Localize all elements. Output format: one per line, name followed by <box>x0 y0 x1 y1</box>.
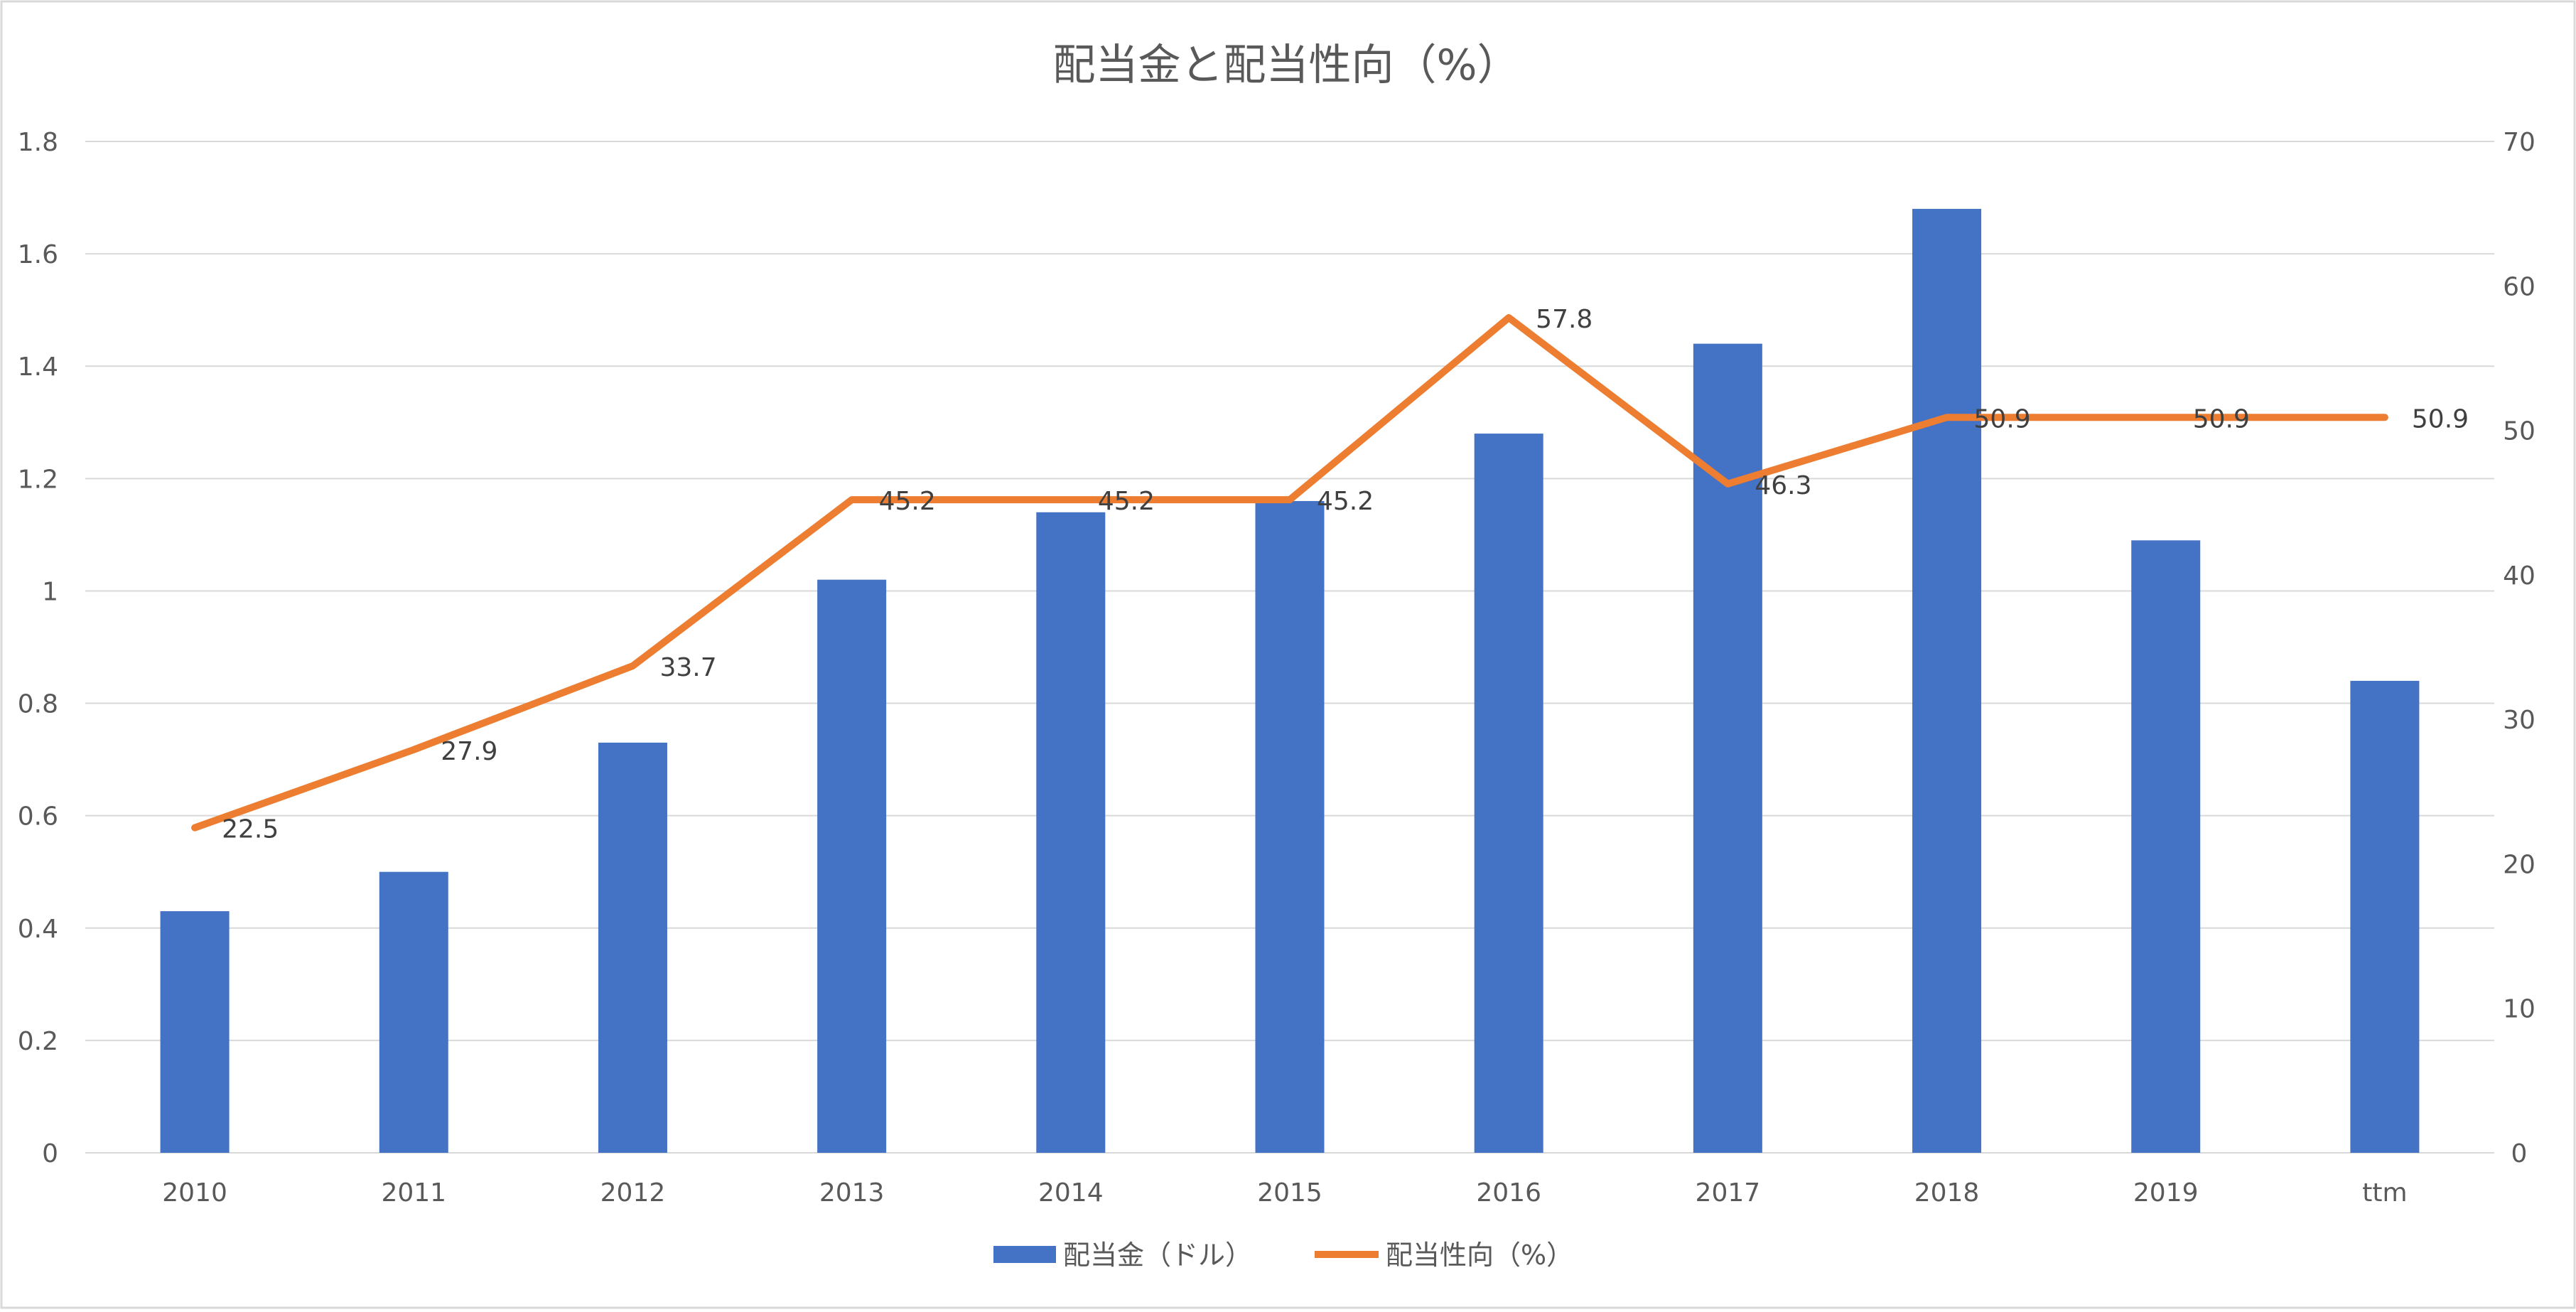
left-tick-label: 0.4 <box>18 915 58 944</box>
payout-data-label: 45.2 <box>1317 487 1374 516</box>
right-tick-label: 0 <box>2511 1139 2528 1168</box>
payout-line-layer <box>191 314 2388 832</box>
left-tick-label: 1.4 <box>18 353 58 382</box>
dividend-bar <box>2350 680 2420 1153</box>
x-tick-label: 2012 <box>600 1178 666 1208</box>
x-tick-label: 2014 <box>1038 1178 1104 1208</box>
dividend-bar <box>1036 512 1106 1153</box>
payout-data-label: 57.8 <box>1536 305 1593 334</box>
left-tick-label: 0.8 <box>18 690 58 719</box>
payout-data-label: 27.9 <box>441 737 497 766</box>
x-tick-label: 2010 <box>162 1178 227 1208</box>
left-tick-label: 0 <box>42 1139 58 1168</box>
left-tick-label: 0.6 <box>18 802 58 832</box>
right-tick-label: 30 <box>2503 706 2535 735</box>
right-tick-label: 70 <box>2503 128 2535 157</box>
payout-data-label: 45.2 <box>879 487 936 516</box>
left-tick-label: 1.2 <box>18 465 58 494</box>
x-tick-label: 2011 <box>381 1178 446 1208</box>
payout-data-labels: 22.5 27.9 33.7 45.2 45.2 45.2 57.8 46.3 50.9 50.9… <box>222 305 2469 844</box>
dividend-bar <box>1255 500 1325 1153</box>
right-tick-label: 20 <box>2503 850 2535 879</box>
left-tick-label: 0.2 <box>18 1027 58 1056</box>
x-tick-label: 2019 <box>2133 1178 2199 1208</box>
right-tick-label: 10 <box>2503 995 2535 1024</box>
legend-label-payout: 配当性向（%） <box>1386 1240 1573 1271</box>
payout-data-label: 50.9 <box>1974 404 2031 434</box>
payout-data-label: 50.9 <box>2193 404 2250 434</box>
gridlines <box>85 141 2494 1154</box>
left-tick-label: 1.8 <box>18 128 58 157</box>
payout-data-label: 33.7 <box>659 653 716 682</box>
x-tick-label: 2013 <box>819 1178 885 1208</box>
dividend-bar <box>1912 208 1982 1153</box>
payout-data-label: 45.2 <box>1098 487 1155 516</box>
left-tick-label: 1 <box>42 577 58 606</box>
payout-data-label: 46.3 <box>1755 471 1811 500</box>
dividend-bar <box>598 742 667 1153</box>
left-tick-label: 1.6 <box>18 240 58 269</box>
dividend-bar <box>160 911 230 1153</box>
right-tick-label: 40 <box>2503 561 2535 591</box>
payout-ratio-line <box>191 314 2388 832</box>
dividend-bar <box>379 871 448 1153</box>
dividend-bar <box>817 579 887 1153</box>
left-axis-ticks: 0 0.2 0.4 0.6 0.8 1 1.2 1.4 1.6 1.8 <box>18 128 58 1168</box>
payout-data-label: 22.5 <box>222 815 279 844</box>
legend-swatch-dividend <box>993 1246 1056 1263</box>
x-tick-label: 2015 <box>1257 1178 1322 1208</box>
right-axis-ticks: 0 10 20 30 40 50 60 70 <box>2503 128 2535 1168</box>
x-axis-ticks: 2010 2011 2012 2013 2014 2015 2016 2017 2018 2019… <box>162 1178 2407 1208</box>
x-tick-label: ttm <box>2362 1178 2407 1208</box>
right-tick-label: 50 <box>2503 417 2535 446</box>
x-tick-label: 2017 <box>1696 1178 1761 1208</box>
legend: 配当金（ドル） 配当性向（%） <box>993 1240 1573 1271</box>
right-tick-label: 60 <box>2503 272 2535 301</box>
legend-label-dividend: 配当金（ドル） <box>1063 1240 1252 1271</box>
x-tick-label: 2018 <box>1914 1178 1980 1208</box>
dividend-bar <box>2131 540 2201 1153</box>
dividend-bar <box>1474 434 1543 1153</box>
payout-data-label: 50.9 <box>2412 404 2469 434</box>
x-tick-label: 2016 <box>1476 1178 1541 1208</box>
chart-title: 配当金と配当性向（%） <box>1052 41 1519 90</box>
